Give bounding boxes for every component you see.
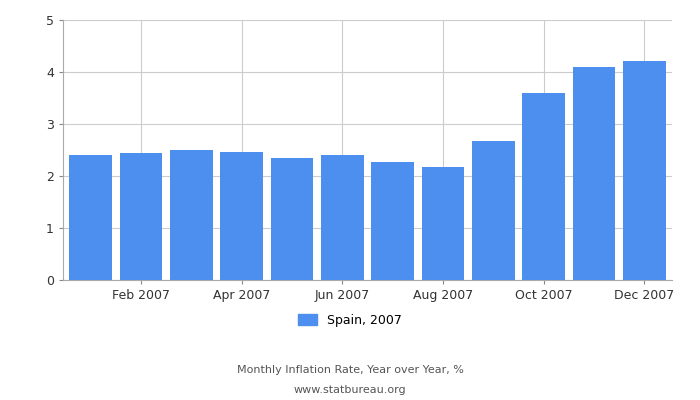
Bar [421,167,464,280]
Bar [472,141,514,280]
Bar [321,155,364,280]
Bar [271,158,314,280]
Bar [623,60,666,280]
Bar [69,155,112,280]
Text: www.statbureau.org: www.statbureau.org [294,385,406,395]
Bar [573,67,615,280]
Bar [371,162,414,280]
Bar [522,93,565,280]
Bar [120,152,162,280]
Legend: Spain, 2007: Spain, 2007 [293,309,407,332]
Bar [220,152,263,280]
Bar [170,150,213,280]
Text: Monthly Inflation Rate, Year over Year, %: Monthly Inflation Rate, Year over Year, … [237,365,463,375]
